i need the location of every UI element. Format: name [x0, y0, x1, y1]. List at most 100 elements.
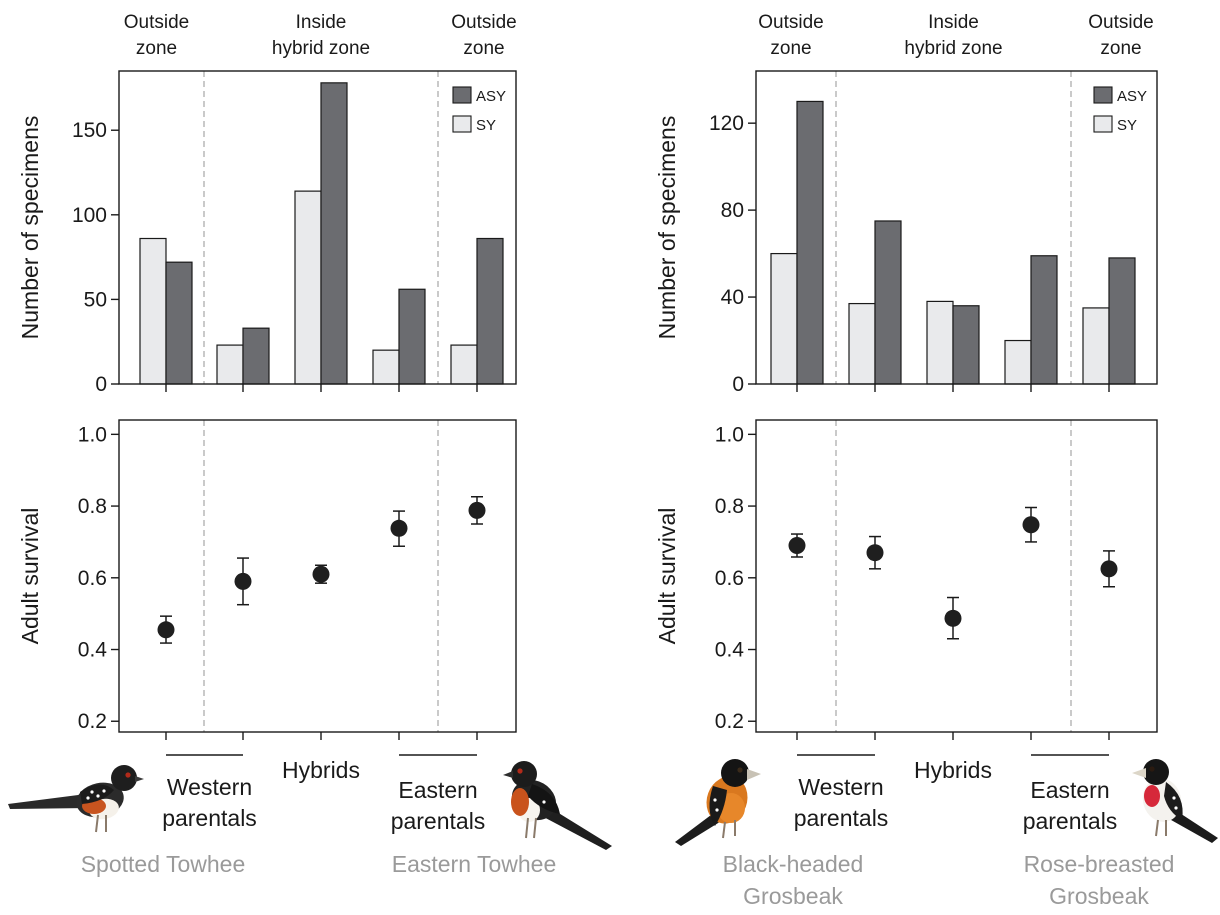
survival-point-1: [788, 537, 806, 555]
species-label-left: Black-headed: [723, 851, 864, 877]
zone-label: Inside: [296, 12, 347, 33]
wing-spot: [542, 800, 546, 804]
wing-spot: [102, 789, 106, 793]
zone-label: hybrid zone: [272, 38, 370, 59]
y-tick-label: 150: [72, 119, 107, 142]
zone-label: Inside: [928, 12, 979, 33]
zone-label: Outside: [758, 12, 823, 33]
plot-frame: [755, 419, 1158, 733]
y-tick-label: 0.4: [715, 639, 745, 662]
bird-belly: [1144, 785, 1160, 807]
survival-point-2: [234, 572, 252, 590]
bird-eye: [125, 772, 131, 778]
y-axis-label: Number of specimens: [654, 116, 680, 340]
bar-asy-2: [242, 327, 270, 385]
bar-asy-1: [796, 100, 824, 385]
bird-beak: [503, 771, 513, 778]
bar-sy-3: [926, 300, 954, 385]
bar-sy-3: [294, 190, 322, 385]
black-headed-grosbeak-illustration: [675, 759, 761, 846]
legend-swatch-asy: [452, 86, 472, 104]
bar-asy-1: [165, 261, 193, 385]
group-label-western: parentals: [162, 805, 257, 831]
legend-label-sy: SY: [1117, 117, 1137, 134]
group-label-eastern: parentals: [1023, 808, 1118, 834]
bar-chart-0: 0 50 100 150 Number of specimens ASY SY: [17, 70, 517, 396]
bar-asy-5: [476, 237, 504, 385]
group-label-eastern: parentals: [391, 808, 486, 834]
legend-swatch-asy: [1093, 86, 1113, 104]
bird-eye: [1149, 766, 1155, 772]
survival-point-4: [1022, 516, 1040, 534]
bar-sy-5: [450, 344, 478, 385]
survival-chart-1: 0.2 0.4 0.6 0.8 1.0 Adult survival: [17, 419, 517, 740]
y-tick-label: 1.0: [78, 423, 107, 446]
survival-point-2: [866, 544, 884, 562]
zone-label: zone: [770, 38, 811, 59]
bar-asy-3: [320, 82, 348, 385]
bar-asy-4: [1030, 255, 1058, 385]
y-tick-label: 120: [709, 112, 744, 135]
bird-leg: [95, 814, 107, 833]
y-tick-label: 0: [95, 373, 107, 396]
y-tick-label: 0.2: [715, 710, 744, 733]
bird-eye: [737, 767, 743, 773]
bar-asy-2: [874, 220, 902, 385]
bird-head: [111, 765, 137, 791]
group-label-eastern: Eastern: [398, 777, 477, 803]
bird-wing: [1164, 782, 1183, 820]
species-label-right: Grosbeak: [1049, 883, 1149, 909]
wing-spot: [715, 808, 719, 812]
bird-eye: [517, 768, 523, 774]
group-label-hybrids: Hybrids: [282, 757, 360, 783]
y-tick-label: 1.0: [715, 423, 744, 446]
survival-point-5: [1100, 560, 1118, 578]
bird-tail: [538, 804, 612, 850]
legend-label-sy: SY: [476, 117, 496, 134]
y-tick-label: 0.8: [78, 495, 107, 518]
wing-spot: [96, 794, 100, 798]
y-tick-label: 80: [721, 199, 744, 222]
survival-point-4: [390, 519, 408, 537]
y-axis-label: Adult survival: [654, 508, 680, 645]
wing-spot: [86, 796, 90, 800]
panel-annotations-1: Outside zone Inside hybrid zone Outside zone W…: [723, 12, 1175, 909]
zone-label: zone: [1100, 38, 1141, 59]
zone-label: zone: [463, 38, 504, 59]
bird-beak: [1132, 768, 1146, 778]
legend-label-asy: ASY: [476, 88, 506, 105]
survival-point-3: [944, 609, 962, 627]
bird-head: [1143, 759, 1169, 785]
legend-label-asy: ASY: [1117, 88, 1147, 105]
bird-wing: [709, 786, 727, 826]
bird-tail: [8, 794, 90, 809]
wing-spot: [90, 790, 94, 794]
bar-sy-2: [848, 302, 876, 385]
wing-spot: [1172, 796, 1176, 800]
legend-swatch-sy: [452, 115, 472, 133]
zone-label: Outside: [124, 12, 189, 33]
spotted-towhee-illustration: [8, 765, 144, 833]
y-tick-label: 0.6: [78, 567, 107, 590]
bird-wing: [528, 784, 560, 814]
bar-asy-4: [398, 288, 426, 385]
bar-sy-2: [216, 344, 244, 385]
y-tick-label: 0.8: [715, 495, 744, 518]
bird-head: [511, 761, 537, 787]
bird-leg: [525, 817, 537, 839]
species-label-right: Eastern Towhee: [392, 851, 557, 877]
y-tick-label: 0.2: [78, 710, 107, 733]
zone-label: hybrid zone: [904, 38, 1002, 59]
rose-breasted-grosbeak-illustration: [1132, 759, 1218, 843]
plot-frame: [118, 419, 517, 733]
y-tick-label: 0: [732, 373, 744, 396]
species-label-left: Spotted Towhee: [81, 851, 246, 877]
species-label-left: Grosbeak: [743, 883, 843, 909]
y-axis-label: Adult survival: [17, 508, 43, 645]
group-label-western: parentals: [794, 805, 889, 831]
bar-chart-2: 0 40 80 120 Number of specimens ASY SY: [654, 70, 1158, 396]
bird-leg: [722, 820, 736, 839]
survival-chart-3: 0.2 0.4 0.6 0.8 1.0 Adult survival: [654, 419, 1158, 740]
plot-frame: [118, 70, 517, 385]
bird-flank: [511, 788, 529, 816]
